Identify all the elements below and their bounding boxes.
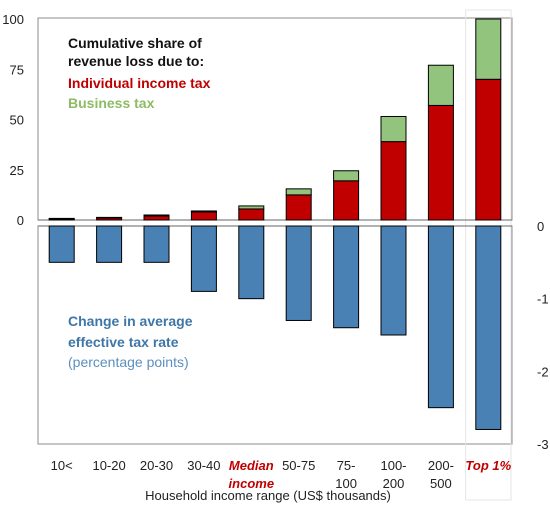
top-y-tick-label: 50 (10, 113, 24, 128)
top-y-tick-label: 25 (10, 163, 24, 178)
x-tick-label: income (229, 476, 275, 491)
top-1-percent-column-box (465, 9, 512, 501)
top-y-tick-label: 100 (2, 12, 24, 27)
income-tax-bar (190, 211, 217, 221)
business-tax-bar (238, 205, 265, 210)
business-tax-bar (333, 170, 360, 182)
tax-rate-change-bar (143, 225, 170, 263)
business-tax-bar (475, 18, 502, 80)
tax-rate-change-bar (333, 225, 360, 329)
x-tick-label: 50-75 (282, 458, 315, 473)
axis-ticks: 0 25 50 75 100 0 -1 -2 -3 (2, 12, 548, 452)
business-tax-bar (190, 210, 217, 213)
business-tax-bar (427, 64, 454, 106)
top-legend: Cumulative share of revenue loss due to:… (68, 35, 211, 111)
income-tax-bar (475, 78, 502, 221)
bottom-y-tick-label: -1 (537, 292, 549, 307)
business-tax-bar (143, 214, 170, 217)
bottom-panel-bars (48, 225, 502, 430)
x-tick-label: 100- (380, 458, 406, 473)
bottom-y-tick-label: 0 (537, 219, 544, 234)
x-tick-label: Top 1% (465, 458, 511, 473)
x-axis-title: Household income range (US$ thousands) (145, 488, 391, 503)
legend-title-line-1: Cumulative share of (68, 35, 202, 51)
x-tick-label: 20-30 (140, 458, 173, 473)
tax-rate-change-bar (96, 225, 123, 263)
income-tax-bar (285, 194, 312, 221)
legend-business-tax: Business tax (68, 95, 155, 111)
tax-rate-change-bar (285, 225, 312, 321)
zero-lines (38, 219, 512, 227)
x-tick-label: 10< (51, 458, 73, 473)
bottom-label-line-1: Change in average (68, 313, 193, 329)
x-tick-label: 200 (383, 476, 405, 491)
top-panel-bars (48, 18, 502, 221)
x-tick-label: 10-20 (92, 458, 125, 473)
legend-title-line-2: revenue loss due to: (68, 53, 204, 69)
tax-rate-change-bar (238, 225, 265, 300)
category-labels: 10< 10-20 20-30 30-40 Median income 50-75 75- 10… (51, 458, 512, 491)
top-y-tick-label: 75 (10, 62, 24, 77)
x-tick-label: 500 (430, 476, 452, 491)
business-tax-bar (48, 217, 75, 220)
legend-income-tax: Individual income tax (68, 75, 211, 91)
bottom-y-tick-label: -3 (537, 437, 549, 452)
income-tax-bar (380, 141, 407, 221)
x-tick-label: 30-40 (187, 458, 220, 473)
bottom-legend: Change in average effective tax rate (pe… (68, 313, 193, 370)
x-tick-label: 75- (337, 458, 356, 473)
x-tick-label: 200- (428, 458, 454, 473)
tax-rate-change-bar (427, 225, 454, 409)
income-tax-bar (333, 180, 360, 221)
tax-rate-change-bar (475, 225, 502, 430)
top-y-tick-label: 0 (17, 213, 24, 228)
income-tax-bar (143, 215, 170, 221)
top-1-percent-highlight (465, 9, 512, 501)
tax-rate-change-bar (380, 225, 407, 336)
tax-rate-change-bar (48, 225, 75, 263)
income-tax-bar (238, 208, 265, 221)
business-tax-bar (380, 115, 407, 143)
bottom-unit-label: (percentage points) (68, 354, 189, 370)
business-tax-bar (285, 188, 312, 196)
tax-rate-change-bar (190, 225, 217, 292)
business-tax-bar (96, 216, 123, 219)
income-tax-bar (427, 104, 454, 221)
bottom-label-line-2: effective tax rate (68, 334, 179, 350)
x-tick-label: Median (229, 458, 274, 473)
bottom-y-tick-label: -2 (537, 364, 549, 379)
x-tick-label: 100 (335, 476, 357, 491)
